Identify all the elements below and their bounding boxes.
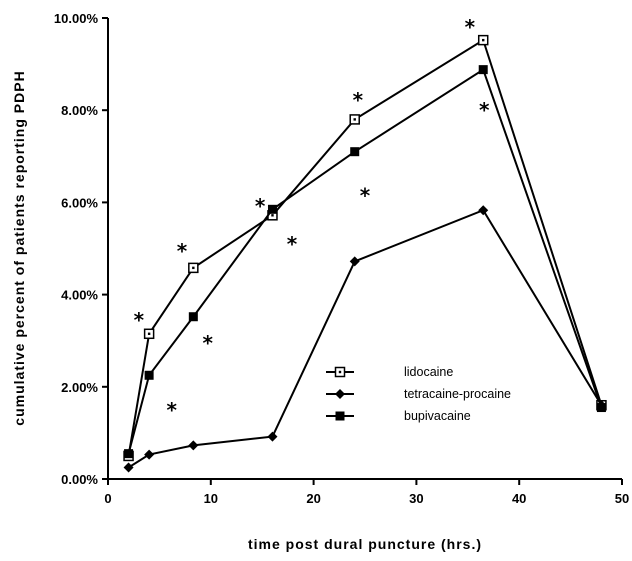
- significance-asterisk: *: [479, 98, 490, 122]
- data-point-tetracaine-procaine: [188, 440, 199, 451]
- y-axis-title: cumulative percent of patients reporting…: [11, 70, 27, 425]
- x-tick-label: 20: [306, 491, 320, 506]
- y-tick-label: 6.00%: [61, 195, 98, 210]
- x-tick-label: 10: [204, 491, 218, 506]
- y-ticks: 0.00% 2.00% 4.00% 6.00% 8.00% 10.00%: [54, 11, 108, 487]
- data-point-tetracaine-procaine: [478, 205, 489, 216]
- data-point-lidocaine-center: [353, 118, 356, 121]
- data-point-bupivacaine: [124, 449, 134, 459]
- data-point-lidocaine-center: [482, 38, 485, 42]
- significance-asterisk: *: [167, 398, 178, 422]
- significance-asterisk: *: [134, 308, 145, 332]
- significance-asterisk: *: [465, 15, 476, 39]
- data-point-tetracaine-procaine: [349, 256, 360, 267]
- series-bupivacaine: [124, 65, 606, 459]
- data-point-bupivacaine: [144, 370, 154, 380]
- data-point-bupivacaine: [188, 312, 198, 322]
- series-tetracaine-procaine: [123, 205, 607, 473]
- axes: [107, 18, 622, 480]
- y-tick-label: 8.00%: [61, 103, 98, 118]
- series-line-bupivacaine: [127, 68, 603, 454]
- legend-marker-lidocaine-center: [338, 370, 342, 374]
- legend-label-lidocaine: lidocaine: [404, 365, 453, 379]
- legend: lidocaine tetracaine-procaine bupivacaine: [326, 365, 511, 423]
- x-tick-label: 50: [615, 491, 629, 506]
- annotation-layer: * * * * * * * * * *: [134, 15, 490, 422]
- significance-asterisk: *: [353, 88, 364, 112]
- legend-label-bupivacaine: bupivacaine: [404, 409, 471, 423]
- x-tick-label: 0: [104, 491, 111, 506]
- data-point-lidocaine-center: [147, 332, 151, 335]
- y-tick-label: 4.00%: [61, 288, 98, 303]
- significance-asterisk: *: [287, 232, 298, 256]
- series-line-lidocaine: [127, 38, 603, 457]
- series-line-tetracaine-procaine: [128, 208, 603, 469]
- data-point-tetracaine-procaine: [144, 449, 155, 460]
- x-ticks: 0 10 20 30 40 50: [104, 479, 629, 506]
- legend-label-tetracaine-procaine: tetracaine-procaine: [404, 387, 511, 401]
- y-tick-label: 10.00%: [54, 11, 99, 26]
- series-lidocaine: [123, 34, 607, 462]
- x-tick-label: 40: [512, 491, 526, 506]
- y-tick-label: 2.00%: [61, 380, 98, 395]
- significance-asterisk: *: [360, 183, 371, 207]
- series-layer: [123, 34, 607, 473]
- data-point-lidocaine-center: [271, 214, 274, 217]
- significance-asterisk: *: [177, 239, 188, 263]
- significance-asterisk: *: [255, 194, 266, 218]
- legend-marker-tetracaine-procaine: [335, 389, 345, 399]
- data-point-bupivacaine: [596, 403, 606, 413]
- x-axis-title: time post dural puncture (hrs.): [248, 536, 482, 552]
- data-point-bupivacaine: [267, 204, 277, 214]
- significance-asterisk: *: [202, 331, 213, 355]
- legend-marker-bupivacaine: [335, 411, 345, 421]
- x-tick-label: 30: [409, 491, 423, 506]
- data-point-bupivacaine: [350, 147, 360, 157]
- data-point-bupivacaine: [478, 65, 488, 75]
- data-point-tetracaine-procaine: [267, 431, 278, 442]
- y-tick-label: 0.00%: [61, 472, 98, 487]
- data-point-lidocaine-center: [192, 266, 195, 270]
- data-point-tetracaine-procaine: [123, 462, 134, 473]
